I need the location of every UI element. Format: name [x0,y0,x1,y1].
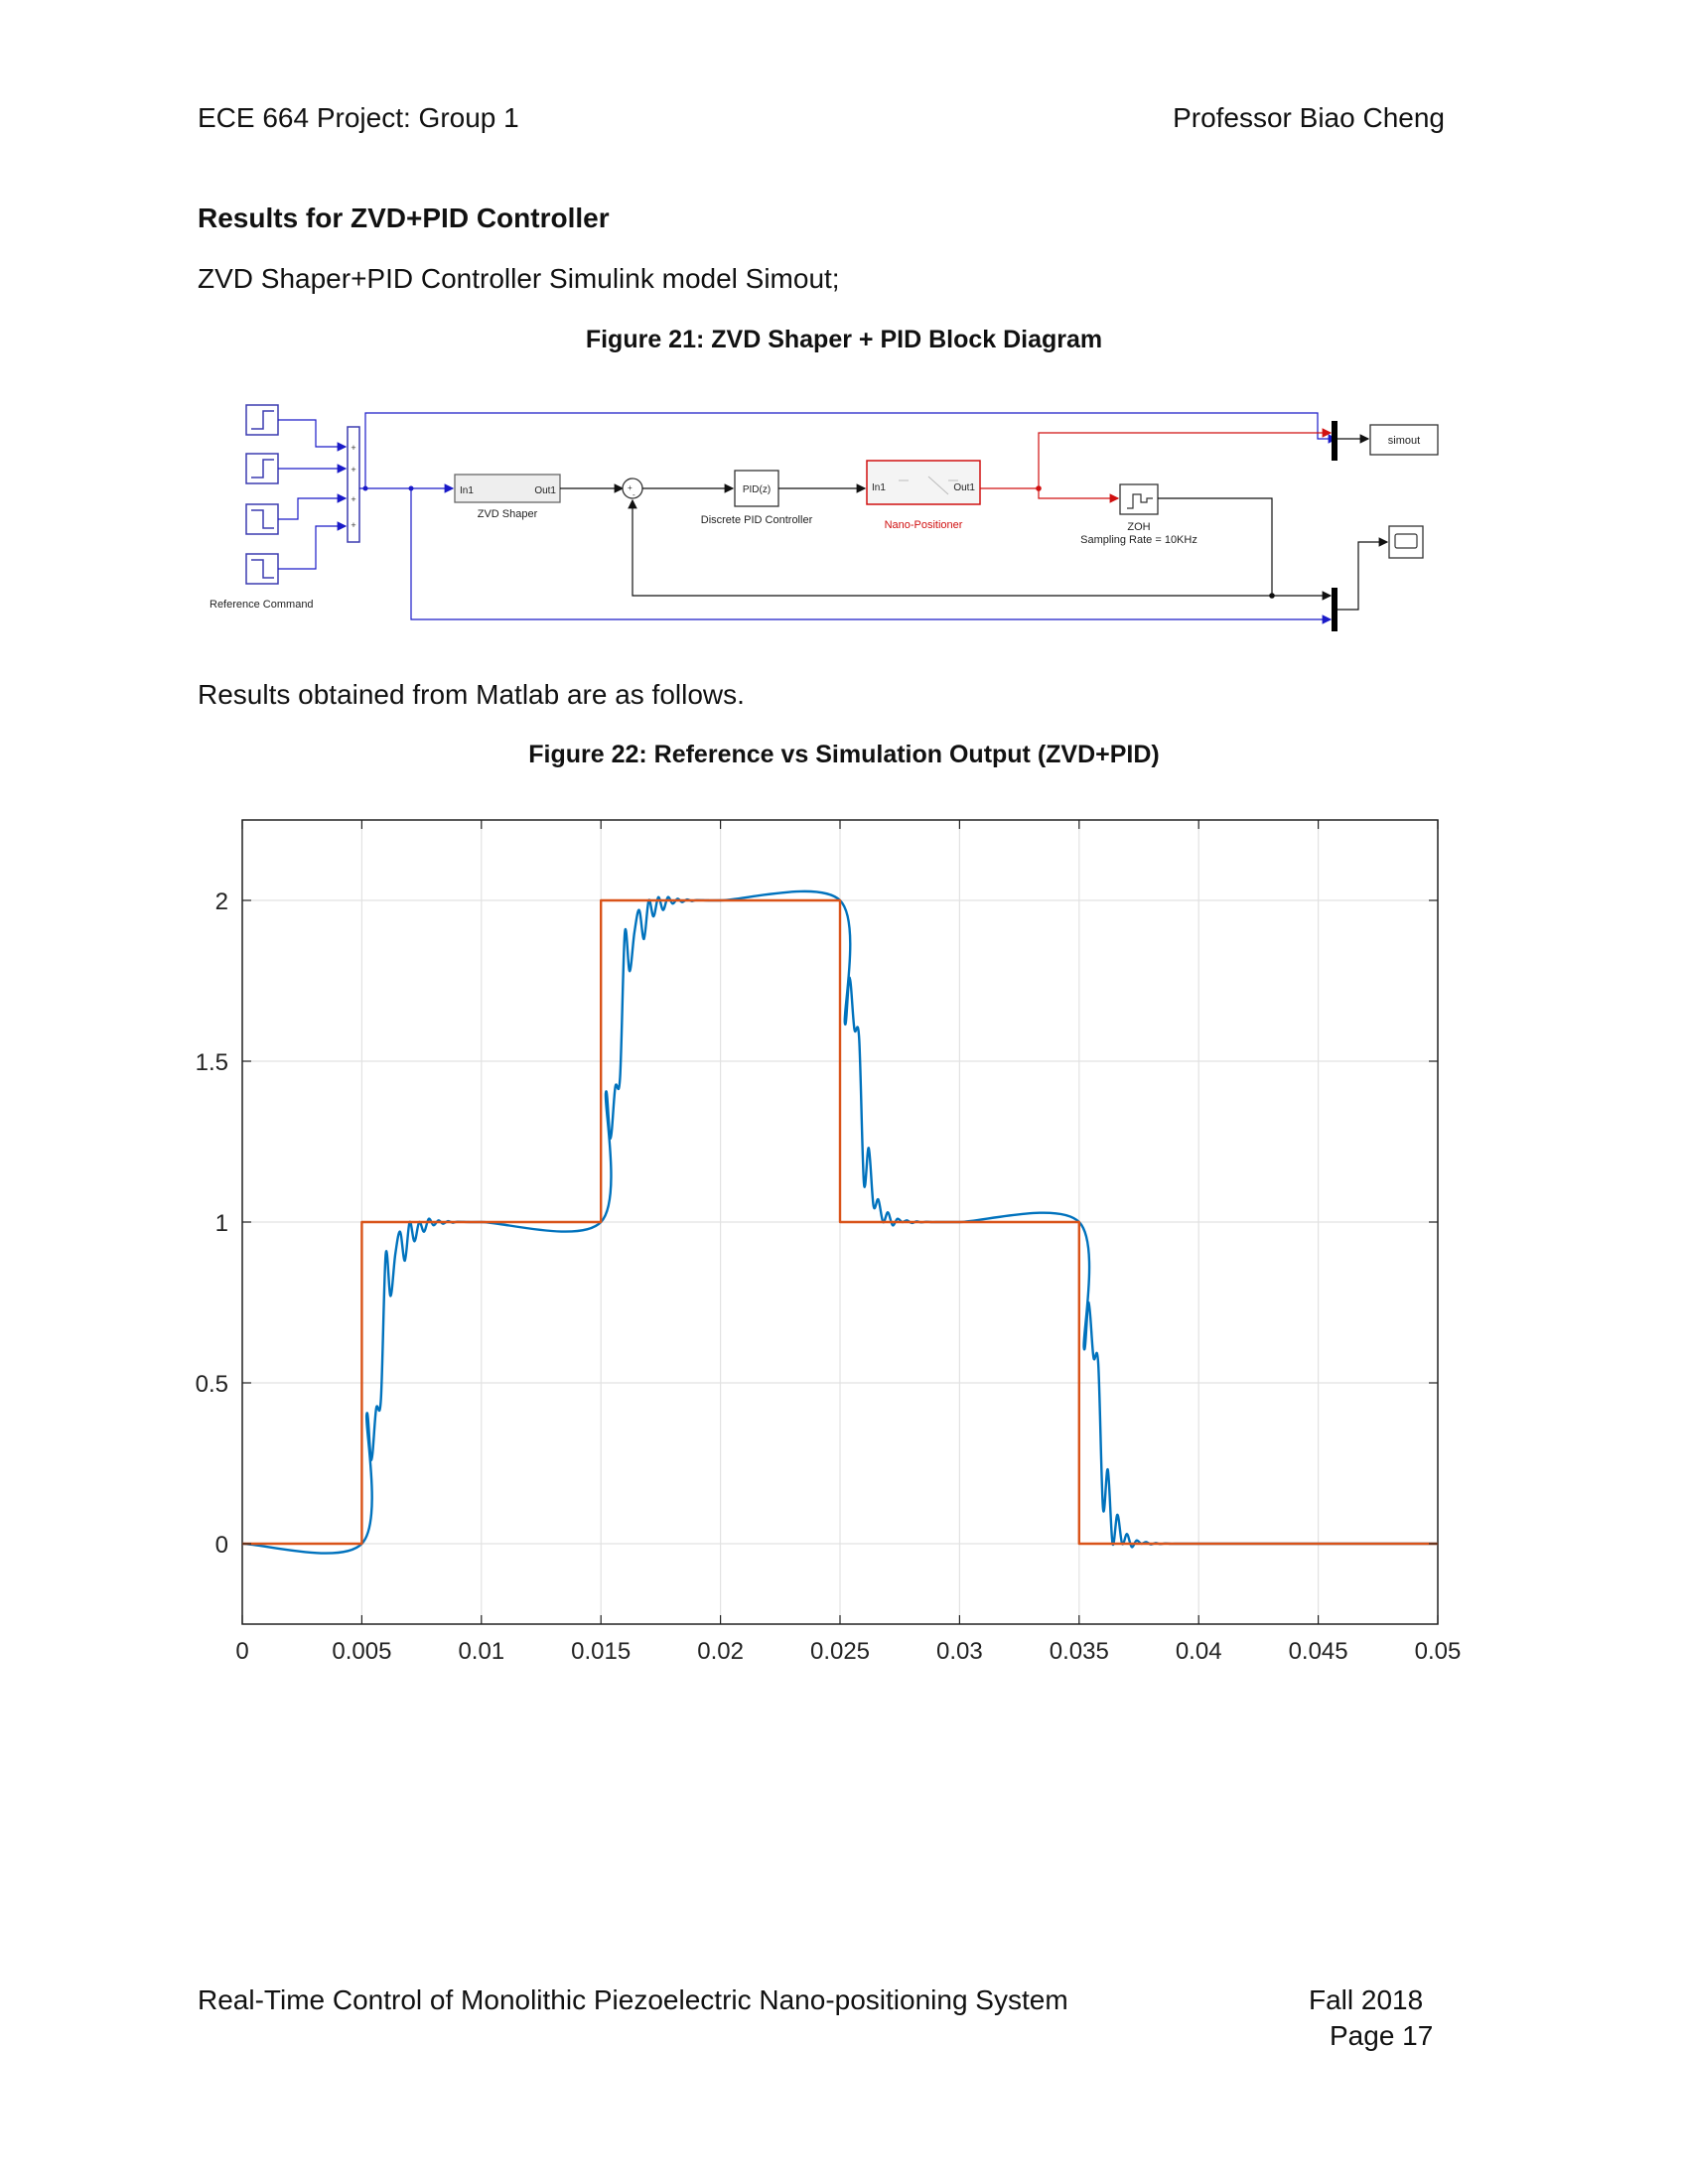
nano-positioner-block: In1 Out1 [866,460,981,505]
x-tick-label: 0.025 [810,1638,870,1665]
x-tick-label: 0.045 [1289,1638,1348,1665]
figure21-caption: Figure 21: ZVD Shaper + PID Block Diagra… [585,326,1103,353]
step-source-2 [245,453,279,484]
step-source-1 [245,404,279,436]
x-tick-label: 0.05 [1415,1638,1462,1665]
x-tick-label: 0.015 [571,1638,631,1665]
y-tick-label: 2 [215,888,228,915]
reference-vs-output-chart: 0 0.005 0.01 0.015 0.02 0.025 0.03 0.035 0.04 0.0… [196,819,1462,1665]
x-tick-label: 0.04 [1176,1638,1222,1665]
svg-text:simout: simout [1388,435,1420,447]
zoh-block [1119,483,1159,515]
x-tick-label: 0.005 [332,1638,391,1665]
svg-text:+: + [351,494,355,504]
pid-controller-block: PID(z) [734,470,779,507]
pid-controller-label: Discrete PID Controller [701,514,813,526]
section-title: Results for ZVD+PID Controller [198,203,610,233]
reference-command-label: Reference Command [210,599,314,611]
svg-text:-: - [633,490,635,499]
header-left: ECE 664 Project: Group 1 [198,102,519,133]
simout-block: simout [1369,424,1439,456]
nano-positioner-label: Nano-Positioner [885,519,963,531]
intro-text: ZVD Shaper+PID Controller Simulink model… [198,263,840,294]
svg-text:Out1: Out1 [953,482,975,493]
zvd-shaper-label: ZVD Shaper [478,508,538,520]
simout-mux [1332,421,1337,461]
reference-series-line [242,898,1438,1546]
x-tick-label: 0.035 [1050,1638,1109,1665]
scope-mux [1332,588,1337,631]
footer-page: Page 17 [1330,2020,1434,2051]
x-tick-label: 0.03 [936,1638,983,1665]
y-tick-label: 1 [215,1210,228,1237]
x-tick-label: 0.01 [458,1638,504,1665]
zoh-rate-label: Sampling Rate = 10KHz [1080,534,1197,546]
svg-text:In1: In1 [460,485,474,496]
step-source-3 [245,503,279,535]
x-tick-label: 0.02 [697,1638,744,1665]
svg-text:+: + [628,483,633,492]
svg-text:PID(z): PID(z) [743,484,771,495]
footer-left: Real-Time Control of Monolithic Piezoele… [198,1984,1068,2015]
svg-text:+: + [351,443,355,453]
zoh-label: ZOH [1127,521,1150,533]
header-right: Professor Biao Cheng [1173,102,1445,133]
error-sum-junction: + - [622,478,643,499]
figure22-caption: Figure 22: Reference vs Simulation Outpu… [528,741,1160,768]
svg-text:In1: In1 [872,482,886,493]
x-tick-label: 0 [235,1638,248,1665]
results-text: Results obtained from Matlab are as foll… [198,679,745,710]
step-source-4 [245,553,279,585]
y-tick-label: 0 [215,1532,228,1559]
zvd-shaper-block: In1 Out1 [454,474,561,503]
y-tick-label: 1.5 [196,1049,228,1076]
footer-right: Fall 2018 [1309,1984,1424,2015]
reference-sum-block: + + + + [347,426,360,543]
svg-text:Out1: Out1 [534,485,556,496]
y-tick-label: 0.5 [196,1371,228,1398]
simulink-block-diagram: Reference Command + + + + In1 Out1 ZVD S… [210,404,1439,631]
scope-icon [1388,525,1424,559]
svg-text:+: + [351,520,355,530]
svg-text:+: + [351,465,355,475]
